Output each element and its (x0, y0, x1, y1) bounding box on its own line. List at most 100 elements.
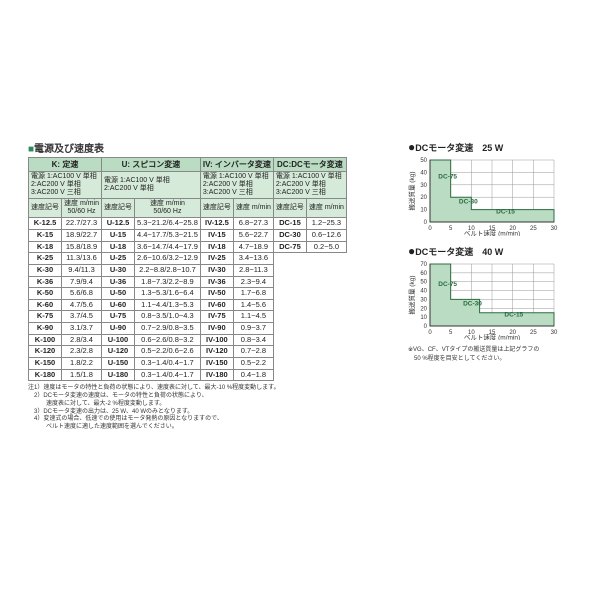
table-cell: K-150 (29, 357, 62, 369)
svg-text:50: 50 (420, 280, 427, 286)
table-cell: U-12.5 (102, 218, 135, 230)
table-cell: 4.4~17.7/5.3~21.5 (135, 230, 201, 242)
hdr-dc-val: 速度 m/min (306, 199, 346, 218)
table-cell: 11.3/13.6 (62, 253, 102, 265)
table-cell: 2.3~9.4 (233, 276, 273, 288)
hdr-iv-code: 速度記号 (200, 199, 233, 218)
svg-text:50: 50 (420, 158, 427, 164)
table-cell: IV-75 (200, 311, 233, 323)
table-cell: K-75 (29, 311, 62, 323)
table-cell: 0.7~2.8 (233, 346, 273, 358)
svg-text:ベルト速度 (m/min): ベルト速度 (m/min) (464, 229, 520, 237)
table-cell: 5.6/6.8 (62, 288, 102, 300)
table-cell: IV-60 (200, 299, 233, 311)
table-cell: 0.6~2.6/0.8~3.2 (135, 334, 201, 346)
svg-text:DC-15: DC-15 (504, 311, 523, 318)
table-cell: U-90 (102, 323, 135, 335)
table-cell: 0.2~5.0 (306, 241, 346, 253)
svg-text:ベルト速度 (m/min): ベルト速度 (m/min) (464, 333, 520, 341)
table-cell: 3.7/4.5 (62, 311, 102, 323)
table-cell: 2.3/2.8 (62, 346, 102, 358)
table-cell: IV-12.5 (200, 218, 233, 230)
power-u: 電源 1:AC100 V 単相 2:AC200 V 単相 (102, 172, 201, 199)
table-cell: 5.3~21.2/6.4~25.8 (135, 218, 201, 230)
hdr-dc-code: 速度記号 (273, 199, 306, 218)
svg-text:70: 70 (420, 262, 427, 268)
svg-text:30: 30 (420, 183, 427, 189)
table-cell: U-100 (102, 334, 135, 346)
table-cell: U-36 (102, 276, 135, 288)
table-cell: DC-30 (273, 230, 306, 242)
table-cell: 1.4~5.6 (233, 299, 273, 311)
hdr-k-val: 速度 m/min 50/60 Hz (62, 199, 102, 218)
group-iv-header: IV: インバータ変速 (200, 158, 273, 172)
svg-text:搬送質量 (kg): 搬送質量 (kg) (408, 172, 416, 211)
table-cell: U-25 (102, 253, 135, 265)
table-cell: 0.3~1.4/0.4~1.7 (135, 369, 201, 381)
svg-text:DC-75: DC-75 (438, 174, 457, 181)
svg-text:搬送質量 (kg): 搬送質量 (kg) (408, 276, 416, 315)
chart-40-title: ●DCモータ変速 40 W (408, 244, 578, 258)
table-cell: K-50 (29, 288, 62, 300)
group-k-header: K: 定速 (29, 158, 102, 172)
table-cell: K-18 (29, 241, 62, 253)
svg-text:0: 0 (428, 330, 432, 336)
table-cell: K-90 (29, 323, 62, 335)
svg-text:DC-30: DC-30 (459, 198, 478, 205)
power-iv: 電源 1:AC100 V 単相 2:AC200 V 単相 3:AC200 V 三… (200, 172, 273, 199)
svg-text:30: 30 (420, 297, 427, 303)
svg-text:0: 0 (424, 220, 428, 226)
table-cell: 0.3~1.4/0.4~1.7 (135, 357, 201, 369)
table-cell: K-180 (29, 369, 62, 381)
table-cell: U-50 (102, 288, 135, 300)
svg-text:30: 30 (551, 330, 558, 336)
svg-text:20: 20 (420, 306, 427, 312)
table-cell: U-75 (102, 311, 135, 323)
table-cell: 15.8/18.9 (62, 241, 102, 253)
table-cell: 6.8~27.3 (233, 218, 273, 230)
table-cell: IV-30 (200, 264, 233, 276)
hdr-u-code: 速度記号 (102, 199, 135, 218)
table-cell: 1.5/1.8 (62, 369, 102, 381)
table-cell: 0.5~2.2 (233, 357, 273, 369)
table-cell: 0.6~12.6 (306, 230, 346, 242)
table-cell: IV-18 (200, 241, 233, 253)
chart-25: 05101520253001020304050DC-75DC-30DC-15ベル… (408, 156, 578, 236)
table-cell: IV-50 (200, 288, 233, 300)
table-cell: 2.6~10.6/3.2~12.9 (135, 253, 201, 265)
table-cell: IV-120 (200, 346, 233, 358)
hdr-u-val: 速度 m/min 50/60 Hz (135, 199, 201, 218)
svg-text:0: 0 (428, 226, 432, 232)
table-cell: 3.4~13.6 (233, 253, 273, 265)
table-cell: 7.9/9.4 (62, 276, 102, 288)
table-cell: 0.8~3.4 (233, 334, 273, 346)
svg-text:DC-75: DC-75 (438, 281, 457, 288)
table-cell: 2.2~8.8/2.8~10.7 (135, 264, 201, 276)
table-cell: 0.8~3.5/1.0~4.3 (135, 311, 201, 323)
power-dc: 電源 1:AC100 V 単相 2:AC200 V 単相 3:AC200 V 三… (273, 172, 346, 199)
svg-text:DC-15: DC-15 (496, 208, 515, 215)
svg-text:40: 40 (420, 170, 427, 176)
table-cell: 1.1~4.4/1.3~5.3 (135, 299, 201, 311)
group-dc-header: DC:DCモータ変速 (273, 158, 346, 172)
table-cell: 1.7~6.8 (233, 288, 273, 300)
svg-text:25: 25 (530, 330, 537, 336)
table-cell: 5.6~22.7 (233, 230, 273, 242)
hdr-k-code: 速度記号 (29, 199, 62, 218)
table-cell: IV-180 (200, 369, 233, 381)
table-cell: 3.1/3.7 (62, 323, 102, 335)
table-cell: 0.9~3.7 (233, 323, 273, 335)
table-cell: 1.8~7.3/2.2~8.9 (135, 276, 201, 288)
table-cell: 1.8/2.2 (62, 357, 102, 369)
svg-text:60: 60 (420, 271, 427, 277)
table-cell: DC-75 (273, 241, 306, 253)
table-cell: IV-150 (200, 357, 233, 369)
table-cell: U-18 (102, 241, 135, 253)
table-cell: K-120 (29, 346, 62, 358)
svg-text:20: 20 (420, 195, 427, 201)
svg-text:5: 5 (449, 226, 453, 232)
table-cell: IV-90 (200, 323, 233, 335)
chart-footnote: ※VG、CF、VTタイプの搬送質量は上記グラフの 50 %程度を目安としてくださ… (408, 344, 578, 362)
table-cell: K-12.5 (29, 218, 62, 230)
svg-text:0: 0 (424, 324, 428, 330)
